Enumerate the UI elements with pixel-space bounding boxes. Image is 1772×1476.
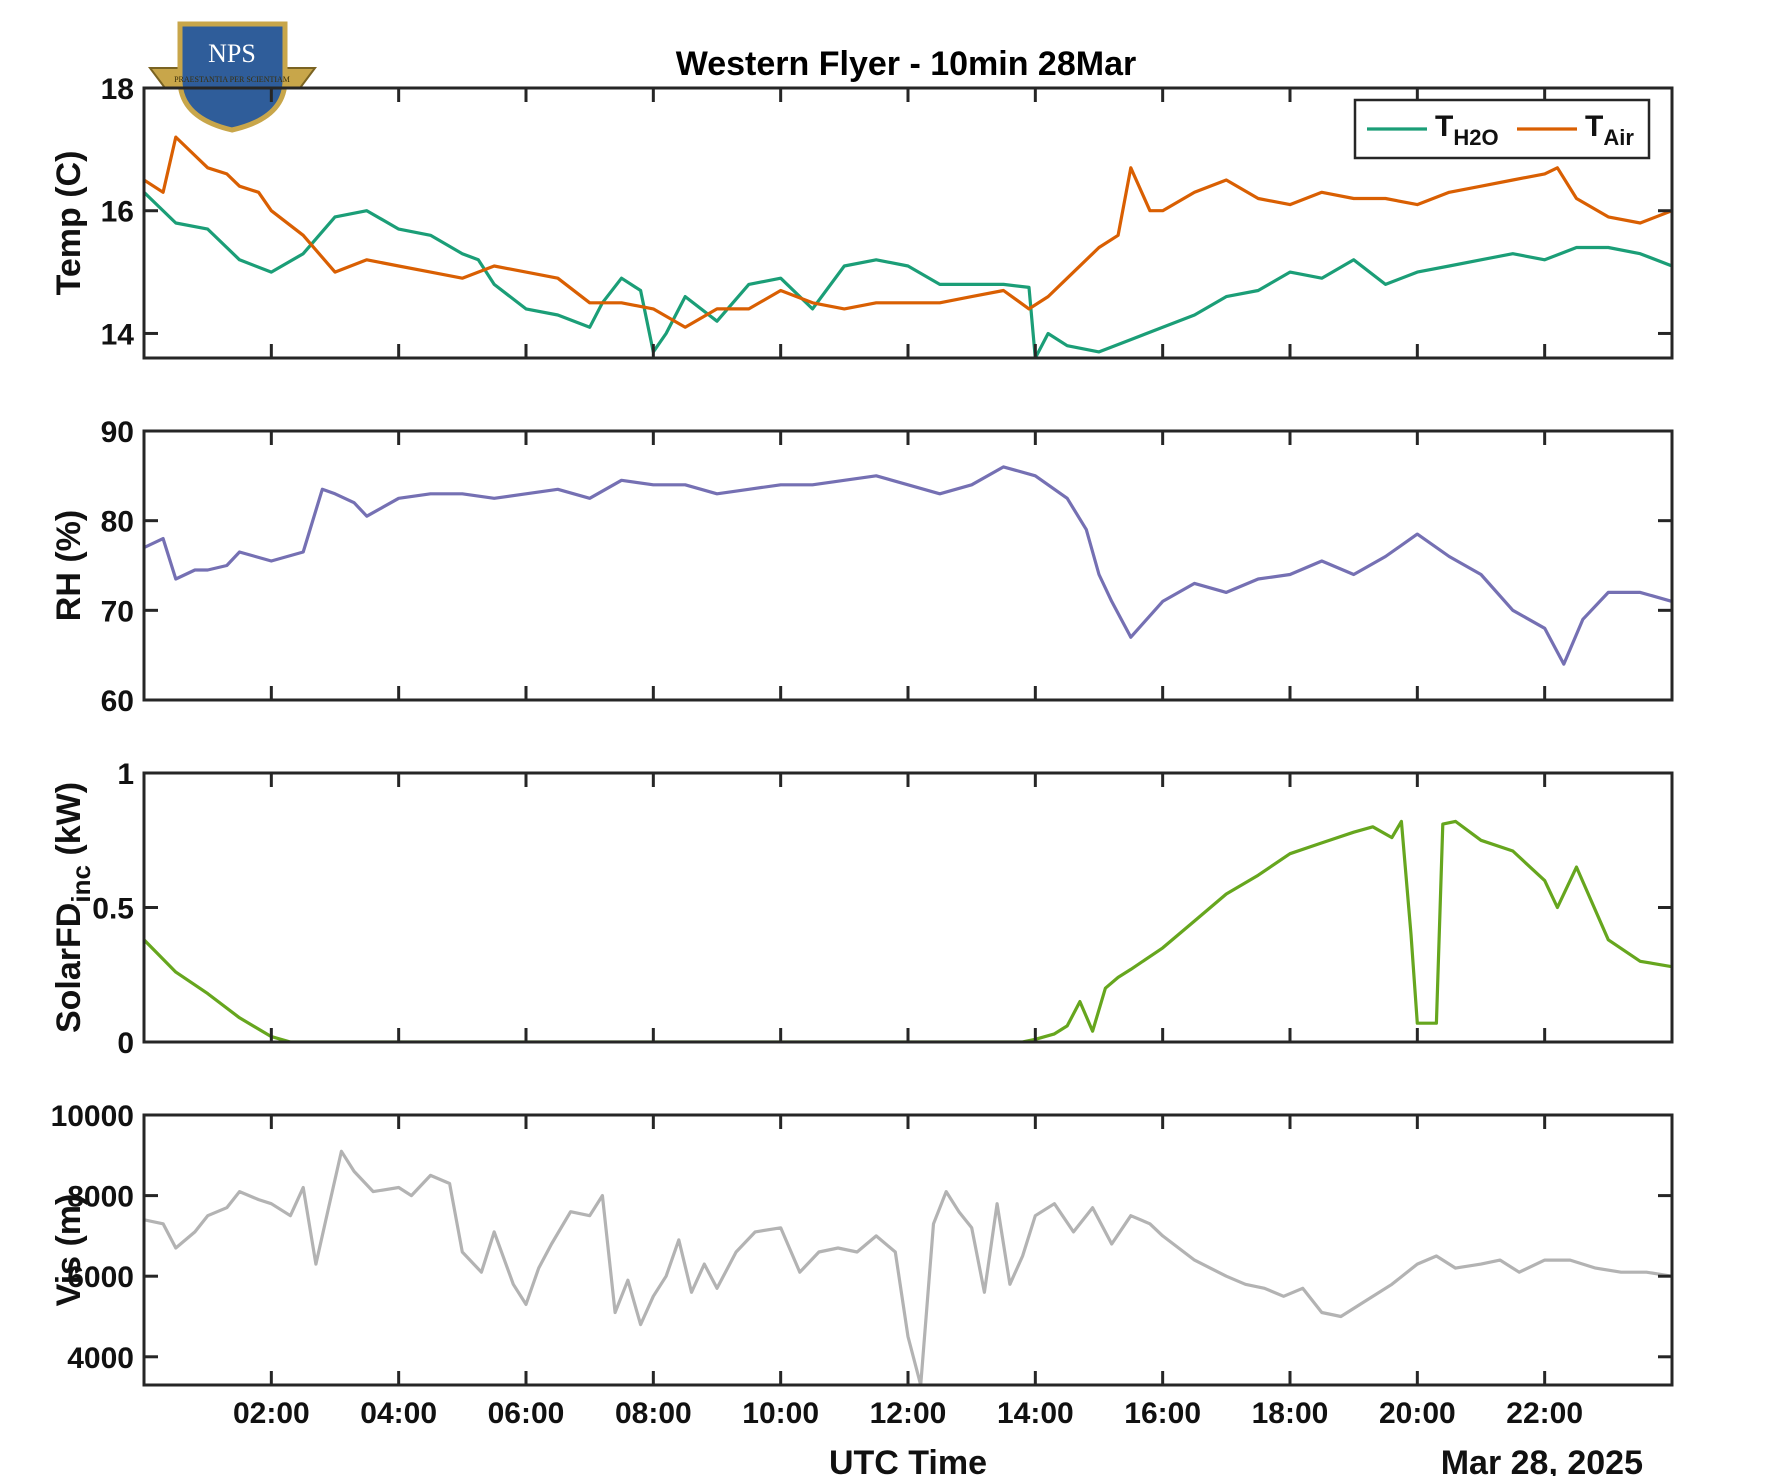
panel-temp: 14 16 18 Temp (C) TH2O TAir bbox=[50, 73, 1674, 360]
solar-series-line-0 bbox=[144, 819, 1672, 1042]
x-tick-label: 20:00 bbox=[1379, 1397, 1456, 1430]
rh-axes-box bbox=[142, 429, 1674, 702]
x-tick-label: 16:00 bbox=[1124, 1397, 1201, 1430]
vis-y-axis-label: Vis (m) bbox=[50, 1194, 88, 1307]
vis-y-tick-label: 8000 bbox=[67, 1181, 134, 1214]
temp-series-line-Air bbox=[144, 135, 1672, 329]
solar-y-tick-label: 0.5 bbox=[92, 893, 134, 926]
solar-y-tick-label: 1 bbox=[117, 758, 134, 791]
temp-series-line-H2O bbox=[144, 191, 1672, 358]
legend-box bbox=[1353, 98, 1651, 160]
temp-y-tick-label: 16 bbox=[101, 196, 134, 229]
panel-vis: 02:00 04:00 06:00 08:00 10:00 12:00 14:00 16:00… bbox=[50, 1100, 1674, 1430]
date-label: Mar 28, 2025 bbox=[1441, 1444, 1643, 1476]
legend-entry-H2O: TH2O bbox=[1435, 110, 1499, 150]
rh-y-tick-label: 80 bbox=[101, 506, 134, 539]
x-tick-label: 14:00 bbox=[997, 1397, 1074, 1430]
x-tick-label: 02:00 bbox=[233, 1397, 310, 1430]
x-tick-label: 10:00 bbox=[742, 1397, 819, 1430]
x-tick-label: 22:00 bbox=[1506, 1397, 1583, 1430]
logo-shield bbox=[177, 21, 288, 133]
nps-logo: NPS PRAESTANTIA PER SCIENTIAM bbox=[148, 21, 317, 133]
panel-solar: 0 0.5 1 SolarFDinc (kW) bbox=[50, 758, 1674, 1060]
solar-axes-box bbox=[142, 771, 1674, 1044]
temp-y-axis-label: Temp (C) bbox=[50, 151, 88, 296]
rh-y-axis-label: RH (%) bbox=[50, 510, 88, 621]
solar-y-axis-label: SolarFDinc (kW) bbox=[50, 782, 96, 1033]
chart-title: Western Flyer - 10min 28Mar bbox=[676, 45, 1136, 83]
rh-series-line-0 bbox=[144, 465, 1672, 666]
logo-text: NPS bbox=[208, 39, 256, 68]
vis-y-tick-label: 4000 bbox=[67, 1342, 134, 1375]
x-axis-label: UTC Time bbox=[829, 1444, 987, 1476]
logo-motto: PRAESTANTIA PER SCIENTIAM bbox=[174, 75, 290, 84]
x-tick-label: 06:00 bbox=[488, 1397, 565, 1430]
vis-y-tick-label: 6000 bbox=[67, 1261, 134, 1294]
rh-y-tick-label: 70 bbox=[101, 595, 134, 628]
legend: TH2O TAir bbox=[1353, 98, 1651, 160]
x-tick-label: 08:00 bbox=[615, 1397, 692, 1430]
rh-y-tick-label: 90 bbox=[101, 416, 134, 449]
vis-series-line-0 bbox=[144, 1149, 1672, 1385]
x-tick-label: 12:00 bbox=[870, 1397, 947, 1430]
temp-y-tick-label: 14 bbox=[101, 318, 135, 351]
x-tick-label: 18:00 bbox=[1252, 1397, 1329, 1430]
solar-y-tick-label: 0 bbox=[117, 1027, 134, 1060]
vis-y-tick-label: 10000 bbox=[51, 1100, 134, 1133]
vis-axes-box bbox=[142, 1113, 1674, 1387]
rh-y-tick-label: 60 bbox=[101, 685, 134, 718]
temp-y-tick-label: 18 bbox=[101, 73, 134, 106]
legend-entry-Air: TAir bbox=[1585, 110, 1634, 150]
panel-rh: 60 70 80 90 RH (%) bbox=[50, 416, 1674, 718]
x-tick-label: 04:00 bbox=[360, 1397, 437, 1430]
